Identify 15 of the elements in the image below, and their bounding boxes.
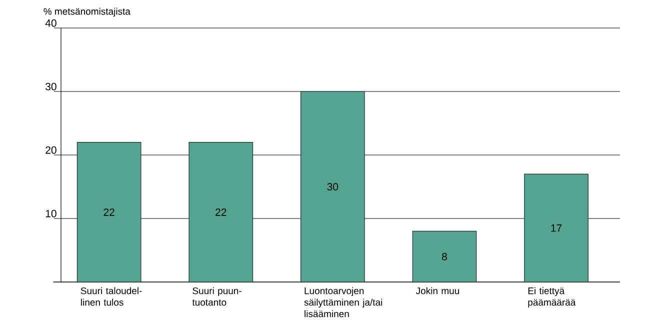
y-tick-label: 30	[46, 82, 56, 90]
x-tick-label: Jokin muu	[416, 287, 460, 294]
x-tick-label: Suuri puun-tuotanto	[192, 287, 242, 306]
y-axis-title: % metsänomistajista	[44, 8, 130, 17]
data-label: 22	[216, 208, 226, 216]
y-tick-label: 40	[45, 19, 56, 27]
data-label: 8	[442, 252, 447, 260]
data-label: 22	[104, 208, 114, 216]
x-tick-label: Luontoarvojen säilyttäminen ja/tai lisääminen	[304, 287, 382, 318]
y-tick-label: 10	[46, 210, 56, 218]
x-tick-label: Ei tiettyä päämäärää	[528, 287, 576, 308]
data-label: 30	[327, 183, 338, 190]
x-tick-label: Suuri taloudel-linen tulos	[80, 287, 142, 306]
data-label: 17	[551, 224, 562, 232]
y-tick-label: 20	[46, 146, 56, 154]
